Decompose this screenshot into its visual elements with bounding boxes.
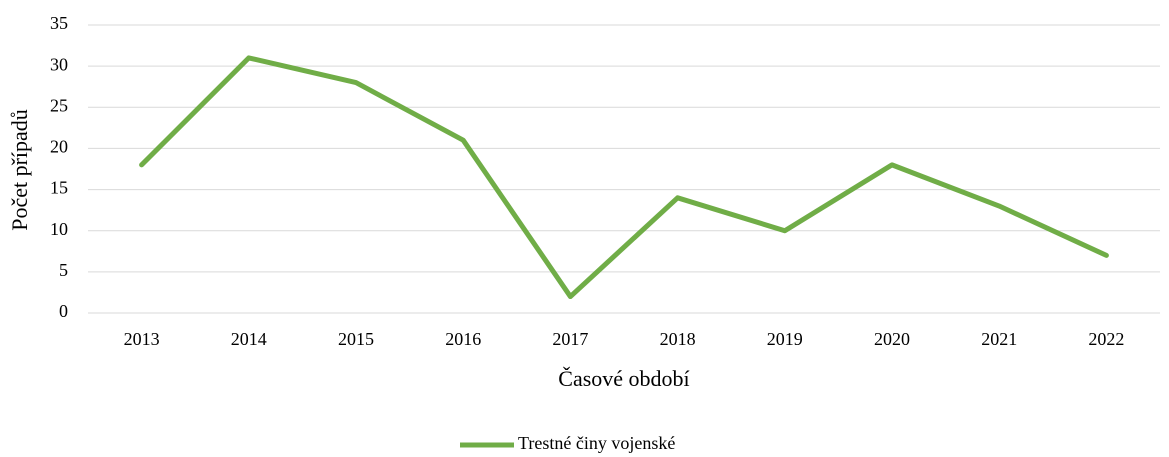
y-tick-label: 25 <box>50 95 68 115</box>
y-tick-label: 15 <box>50 178 68 198</box>
x-tick-label: 2016 <box>445 329 481 349</box>
line-series <box>139 55 1109 300</box>
x-tick-label: 2017 <box>552 329 588 349</box>
x-tick-label: 2021 <box>981 329 1017 349</box>
y-tick-label: 35 <box>50 13 68 33</box>
x-axis-title: Časové období <box>558 366 689 391</box>
y-tick-label: 5 <box>59 260 68 280</box>
y-axis-title: Počet případů <box>7 109 32 231</box>
y-tick-label: 10 <box>50 219 68 239</box>
x-tick-label: 2018 <box>660 329 696 349</box>
x-tick-label: 2014 <box>231 329 267 349</box>
x-tick-label: 2020 <box>874 329 910 349</box>
x-tick-label: 2022 <box>1088 329 1124 349</box>
x-tick-label: 2013 <box>124 329 160 349</box>
x-tick-label: 2019 <box>767 329 803 349</box>
y-tick-label: 0 <box>59 301 68 321</box>
y-tick-label: 30 <box>50 54 68 74</box>
legend-label: Trestné činy vojenské <box>518 433 675 453</box>
y-tick-label: 20 <box>50 137 68 157</box>
x-tick-label: 2015 <box>338 329 374 349</box>
